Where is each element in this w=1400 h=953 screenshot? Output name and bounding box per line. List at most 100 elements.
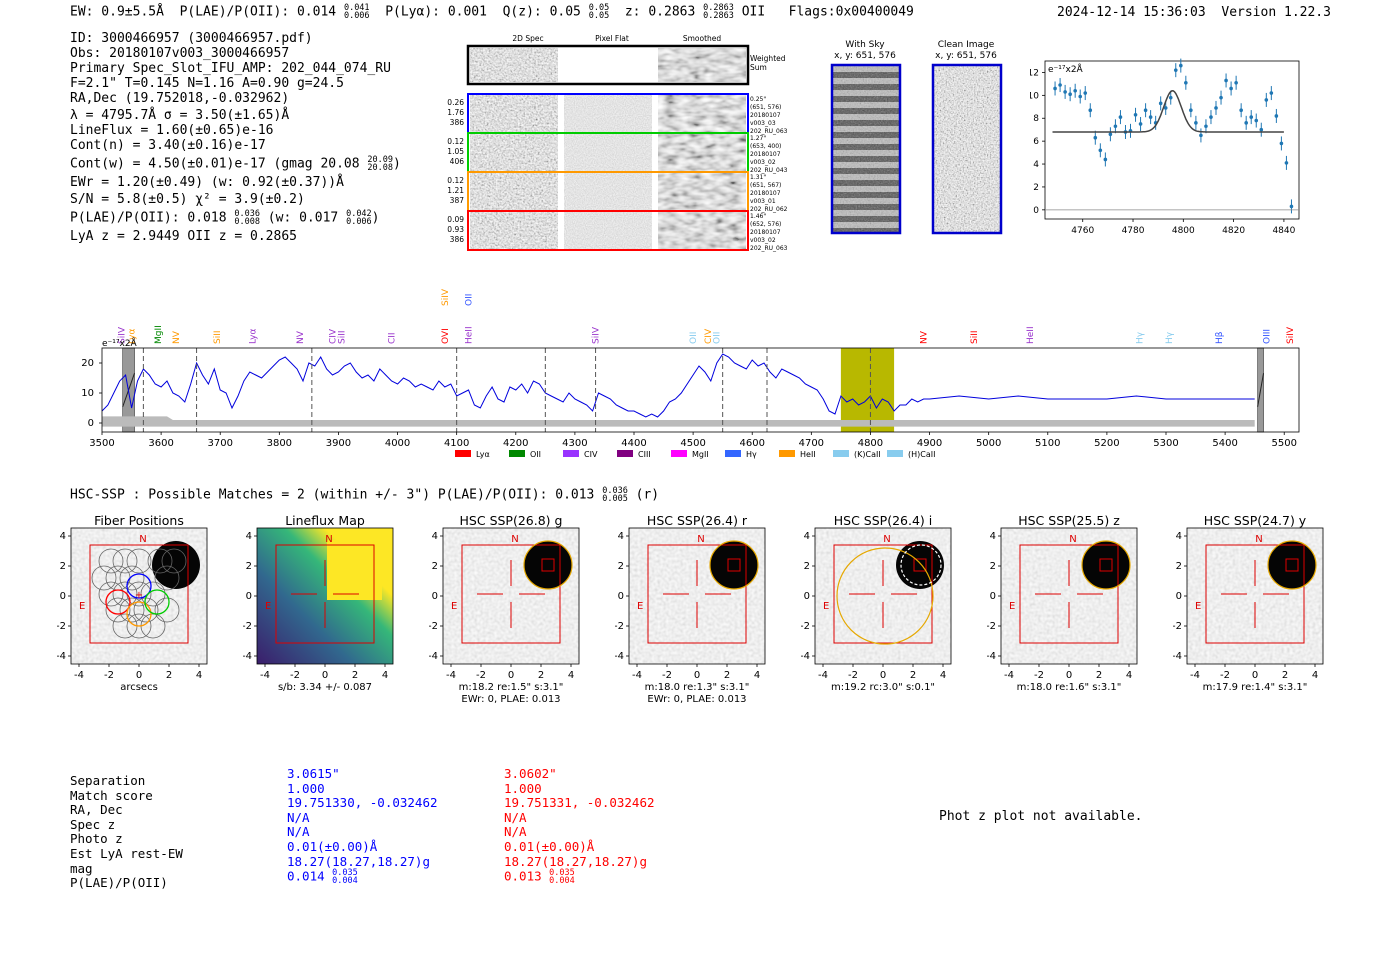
east-label-0: E xyxy=(79,601,85,612)
legend-swatch-0 xyxy=(455,450,471,457)
info-lambda: λ = 4795.7Å σ = 3.50(±1.65)Å xyxy=(70,108,290,123)
match-col-1: 3.0615" 1.000 19.751330, -0.032462 N/A N… xyxy=(287,766,438,885)
hsc-caption1-4: m:19.2 rc:3.0" s:0.1" xyxy=(831,682,935,693)
spectrum-line-label-3: NV xyxy=(172,330,182,344)
cutout-smoothed-3 xyxy=(658,212,746,249)
hsc-ytick-label-4-4: 4 xyxy=(804,531,810,542)
zoom-ytick-label-3: 6 xyxy=(1033,137,1039,147)
hsc-ytick-label-2-2: 0 xyxy=(432,591,438,602)
spectrum-xtick-label-7: 4200 xyxy=(503,438,528,449)
photz-message: Phot z plot not available. xyxy=(939,809,1143,824)
hsc-caption1-6: m:17.9 re:1.4" s:3.1" xyxy=(1203,682,1308,693)
hsc-ytick-label-3-4: 4 xyxy=(618,531,624,542)
north-label-5: N xyxy=(1069,534,1076,545)
hsc-xtick-label-1-2: 0 xyxy=(322,670,328,681)
spectrum-xtick-label-1: 3600 xyxy=(148,438,173,449)
spectrum-xtick-label-10: 4500 xyxy=(680,438,705,449)
hsc-xtick-label-4-0: -4 xyxy=(818,670,828,681)
cutout-right-3-0: 1.46" xyxy=(750,213,766,220)
east-label-5: E xyxy=(1009,601,1015,612)
cutout-left-0-1: 1.76 xyxy=(447,108,464,117)
hsc-xtick-label-2-0: -4 xyxy=(446,670,456,681)
zoom-point-6 xyxy=(1083,91,1088,95)
hsc-summary: HSC-SSP : Possible Matches = 2 (within +… xyxy=(70,486,660,504)
hsc-source-box-2 xyxy=(541,558,555,572)
cutout-right-1-4: 202_RU_043 xyxy=(750,167,788,174)
hsc-xtick-label-1-4: 4 xyxy=(382,670,388,681)
zoom-point-23 xyxy=(1168,95,1173,100)
zoom-ytick-label-5: 10 xyxy=(1030,91,1039,101)
info-fwhm: F=2.1" T=0.145 N=1.16 A=0.90 g=24.5 xyxy=(70,76,344,91)
header-z: z: 0.2863 xyxy=(624,4,696,20)
clean-image-coords: x, y: 651, 576 xyxy=(935,51,997,61)
cutout-flat-1 xyxy=(564,134,652,171)
hsc-ytick-label-2-1: -2 xyxy=(429,621,438,632)
zoom-point-47 xyxy=(1289,204,1294,209)
east-label-1: E xyxy=(265,601,271,612)
hsc-ytick-label-4-2: 0 xyxy=(804,591,810,602)
match2-score: 1.000 xyxy=(504,780,542,796)
spectrum-xtick-label-8: 4300 xyxy=(562,438,587,449)
hsc-source-box-3 xyxy=(727,558,741,572)
hsc-xtick-label-4-2: 0 xyxy=(880,670,886,681)
cutout-flat-2 xyxy=(564,173,652,210)
match2-plae: 0.013 0.035 0.004 xyxy=(504,868,575,887)
hsc-xtick-label-6-4: 4 xyxy=(1312,670,1318,681)
hsc-panel-5: HSC SSP(25.5) z N E -4 -4 -2 -2 0 0 2 2 4 4 m:18.0 re… xyxy=(987,513,1138,693)
header-plae: P(LAE)/P(OII): 0.014 xyxy=(179,4,337,20)
hsc-panel-title-3: HSC SSP(26.4) r xyxy=(647,513,748,528)
zoom-ytick-label-1: 2 xyxy=(1033,183,1039,193)
hsc-ytick-label-4-0: -4 xyxy=(801,651,810,662)
cutout-2d-3 xyxy=(470,212,558,249)
spectrum-line-label-4: SiII xyxy=(213,330,223,344)
hsc-xtick-label-4-1: -2 xyxy=(848,670,858,681)
cutout-left-1-2: 406 xyxy=(450,157,465,166)
hsc-ytick-label-6-4: 4 xyxy=(1176,531,1182,542)
zoom-ytick-label-4: 8 xyxy=(1033,114,1039,124)
spectrum-xtick-label-2: 3700 xyxy=(207,438,232,449)
sky-panels: With Sky x, y: 651, 576 Clean Image x, y… xyxy=(830,40,1003,235)
match2-separation: 3.0602" xyxy=(504,766,557,781)
spectrum-line-label-16: CIV xyxy=(704,328,714,344)
hsc-xtick-label-0-1: -2 xyxy=(104,670,114,681)
hsc-ytick-label-6-2: 0 xyxy=(1176,591,1182,602)
spectrum-noise-band xyxy=(102,416,1255,427)
spectrum-line-label-21: Hγ xyxy=(1135,331,1145,344)
zoom-point-42 xyxy=(1264,98,1269,102)
cutout-right-0-3: v003_03 xyxy=(750,120,776,127)
spectrum-line-label-8: SiII xyxy=(337,330,347,344)
hsc-ytick-label-0-2: 0 xyxy=(60,591,66,602)
fiber-circle-11 xyxy=(119,597,145,623)
info-lineflux: LineFlux = 1.60(±0.65)e-16 xyxy=(70,123,274,138)
hsc-xtick-label-1-1: -2 xyxy=(290,670,300,681)
spectrum-curve xyxy=(101,353,1255,418)
match1-ew: 0.01(±0.00)Å xyxy=(287,838,378,854)
hsc-xtick-label-4-4: 4 xyxy=(940,670,946,681)
spectrum-xtick-label-16: 5100 xyxy=(1035,438,1060,449)
spectrum-xtick-label-15: 5000 xyxy=(976,438,1001,449)
legend-label-5: Hγ xyxy=(746,450,757,459)
hsc-caption1-5: m:18.0 re:1.6" s:3.1" xyxy=(1017,682,1122,693)
zoom-point-32 xyxy=(1214,106,1218,110)
spectrum-line-label-10: OVI xyxy=(441,328,451,344)
zoom-point-41 xyxy=(1259,127,1264,132)
spectrum-ytick-label-1: 10 xyxy=(81,388,94,399)
hsc-xtick-label-5-2: 0 xyxy=(1066,670,1072,681)
hsc-ytick-label-5-0: -4 xyxy=(987,651,996,662)
hsc-ytick-label-1-2: 0 xyxy=(246,591,252,602)
hsc-panel-6: HSC SSP(24.7) y N E -4 -4 -2 -2 0 0 2 2 4 4 m:17.9 re… xyxy=(1173,513,1324,693)
spectrum-line-label-24: OIII xyxy=(1262,329,1272,344)
zoom-point-31 xyxy=(1209,115,1213,119)
hsc-xtick-label-0-3: 2 xyxy=(166,670,172,681)
hsc-ytick-label-6-0: -4 xyxy=(1173,651,1182,662)
zoom-ytick-label-2: 4 xyxy=(1033,160,1039,170)
cutout-2d-0 xyxy=(470,95,558,132)
cutout-right-0-1: (651, 576) xyxy=(750,104,781,111)
hsc-panel-title-5: HSC SSP(25.5) z xyxy=(1018,513,1120,528)
north-label-4: N xyxy=(883,534,890,545)
spectrum-line-label-20: HeII xyxy=(1026,326,1036,344)
spectrum-line-label-5: Lyα xyxy=(249,328,259,344)
east-label-2: E xyxy=(451,601,457,612)
hsc-ytick-label-0-1: -2 xyxy=(57,621,66,632)
north-label-0: N xyxy=(139,534,146,545)
